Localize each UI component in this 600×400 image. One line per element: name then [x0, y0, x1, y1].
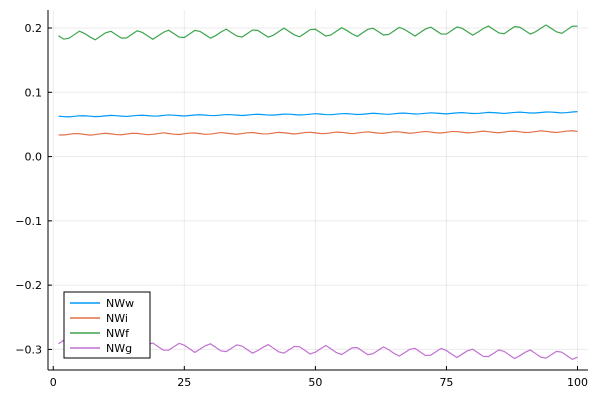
x-tick-label: 100 — [567, 376, 588, 389]
y-tick-label: −0.2 — [15, 279, 42, 292]
x-tick-label: 50 — [308, 376, 322, 389]
series-line-nww — [58, 111, 578, 118]
y-tick-label: 0.2 — [25, 22, 43, 35]
legend-label-nwf: NWf — [106, 327, 130, 340]
y-tick-label: −0.1 — [15, 215, 42, 228]
axes — [47, 10, 588, 371]
y-tick-label: 0.1 — [25, 86, 43, 99]
series-line-nwi — [58, 130, 578, 136]
y-tick-label: 0.0 — [25, 151, 43, 164]
series-lines — [58, 24, 578, 360]
tick-labels: 0 25 50 75 100 −0.3 −0.2 −0.1 0.0 0.1 0.2 — [15, 22, 588, 389]
x-tick-label: 0 — [50, 376, 57, 389]
legend: NWw NWi NWf NWg — [63, 291, 151, 359]
x-tick-label: 25 — [177, 376, 191, 389]
x-tick-label: 75 — [439, 376, 453, 389]
legend-label-nwi: NWi — [106, 312, 128, 325]
legend-label-nww: NWw — [106, 297, 134, 310]
series-line-nwf — [58, 24, 578, 41]
y-tick-label: −0.3 — [15, 343, 42, 356]
legend-label-nwg: NWg — [106, 342, 132, 355]
